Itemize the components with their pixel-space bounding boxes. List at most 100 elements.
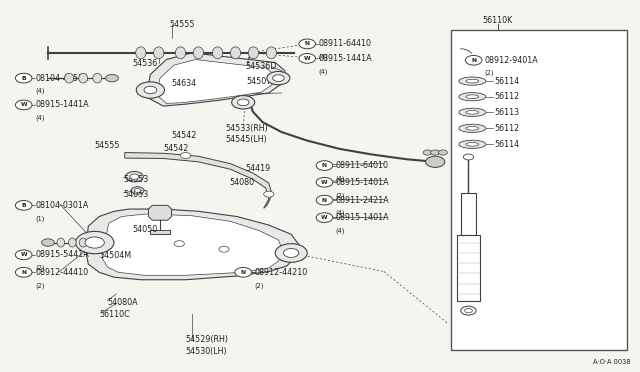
- Text: 54080A: 54080A: [108, 298, 138, 307]
- Polygon shape: [157, 60, 274, 103]
- Text: 08912-44210: 08912-44210: [254, 268, 307, 277]
- Ellipse shape: [459, 140, 486, 148]
- Text: 08912-44410: 08912-44410: [36, 268, 89, 277]
- Circle shape: [465, 55, 482, 65]
- Ellipse shape: [68, 238, 76, 247]
- Text: 54504M: 54504M: [99, 251, 131, 260]
- Text: W: W: [20, 102, 27, 108]
- Circle shape: [237, 99, 249, 106]
- Text: N: N: [322, 198, 327, 203]
- Text: N: N: [241, 270, 246, 275]
- Text: 54053: 54053: [124, 175, 148, 184]
- Circle shape: [463, 154, 474, 160]
- Circle shape: [438, 150, 447, 155]
- Text: (4): (4): [318, 54, 328, 60]
- Text: 08104-0301A: 08104-0301A: [36, 201, 89, 210]
- Text: (4): (4): [36, 88, 45, 94]
- Text: (4): (4): [335, 210, 345, 217]
- Ellipse shape: [266, 47, 276, 59]
- Circle shape: [42, 239, 54, 246]
- Text: 54634: 54634: [171, 79, 196, 88]
- Text: 56110C: 56110C: [99, 310, 130, 319]
- Bar: [457, 235, 480, 301]
- Text: (2): (2): [335, 192, 345, 199]
- Circle shape: [284, 248, 299, 257]
- Text: B: B: [21, 203, 26, 208]
- Ellipse shape: [212, 47, 223, 59]
- Circle shape: [15, 267, 32, 277]
- Text: W: W: [321, 215, 328, 220]
- Ellipse shape: [79, 73, 88, 83]
- Circle shape: [85, 237, 104, 248]
- Circle shape: [130, 174, 139, 179]
- Text: 08915-1441A: 08915-1441A: [318, 54, 372, 63]
- Ellipse shape: [175, 47, 186, 59]
- Text: 54507: 54507: [246, 77, 272, 86]
- Bar: [461, 193, 476, 235]
- Polygon shape: [125, 153, 272, 208]
- Circle shape: [316, 177, 333, 187]
- Ellipse shape: [466, 142, 479, 146]
- Text: 56112: 56112: [495, 92, 520, 101]
- Circle shape: [174, 241, 184, 247]
- Ellipse shape: [459, 108, 486, 116]
- Circle shape: [264, 191, 274, 197]
- Text: 56114: 56114: [495, 140, 520, 149]
- Text: B: B: [21, 76, 26, 81]
- Text: (2): (2): [36, 282, 45, 289]
- Ellipse shape: [466, 126, 479, 130]
- Ellipse shape: [459, 93, 486, 101]
- Text: (4): (4): [318, 68, 328, 75]
- Text: 08915-1441A: 08915-1441A: [36, 100, 90, 109]
- Polygon shape: [86, 209, 300, 280]
- Text: (2): (2): [254, 282, 264, 289]
- Text: 08911-64010: 08911-64010: [335, 161, 388, 170]
- Ellipse shape: [93, 73, 102, 83]
- Text: (4): (4): [36, 115, 45, 121]
- Ellipse shape: [466, 110, 479, 114]
- Text: W: W: [304, 56, 310, 61]
- Text: W: W: [321, 180, 328, 185]
- Polygon shape: [150, 230, 170, 234]
- Text: N: N: [21, 270, 26, 275]
- Text: N: N: [305, 41, 310, 46]
- Text: 54545(LH): 54545(LH): [225, 135, 267, 144]
- Ellipse shape: [154, 47, 164, 59]
- Ellipse shape: [459, 77, 486, 85]
- Circle shape: [273, 75, 284, 81]
- Circle shape: [15, 250, 32, 260]
- Text: 54533(RH): 54533(RH): [225, 124, 268, 133]
- Ellipse shape: [65, 73, 74, 83]
- Circle shape: [299, 39, 316, 49]
- Text: 56113: 56113: [495, 108, 520, 117]
- Text: W: W: [20, 252, 27, 257]
- Circle shape: [15, 201, 32, 210]
- Text: 54536: 54536: [132, 59, 157, 68]
- Text: 08911-64410: 08911-64410: [318, 39, 371, 48]
- Circle shape: [316, 213, 333, 222]
- Circle shape: [232, 96, 255, 109]
- Text: 54529(RH): 54529(RH): [186, 335, 228, 344]
- Text: (4): (4): [335, 175, 345, 182]
- Text: 54419: 54419: [245, 164, 270, 173]
- Circle shape: [219, 246, 229, 252]
- Text: 56112: 56112: [495, 124, 520, 133]
- Ellipse shape: [57, 238, 65, 247]
- Text: 54536D: 54536D: [246, 62, 277, 71]
- Circle shape: [275, 244, 307, 262]
- Circle shape: [131, 187, 144, 194]
- Text: N: N: [322, 163, 327, 168]
- Circle shape: [316, 161, 333, 170]
- Circle shape: [144, 86, 157, 94]
- Text: 08915-1401A: 08915-1401A: [335, 178, 389, 187]
- Text: A·O·A 0038: A·O·A 0038: [593, 359, 630, 365]
- Ellipse shape: [248, 47, 259, 59]
- Text: 56114: 56114: [495, 77, 520, 86]
- Text: 54080: 54080: [229, 178, 254, 187]
- Circle shape: [15, 100, 32, 110]
- Circle shape: [465, 308, 472, 313]
- Text: 54542: 54542: [163, 144, 189, 153]
- Circle shape: [134, 189, 141, 192]
- Ellipse shape: [193, 47, 204, 59]
- Circle shape: [299, 54, 316, 63]
